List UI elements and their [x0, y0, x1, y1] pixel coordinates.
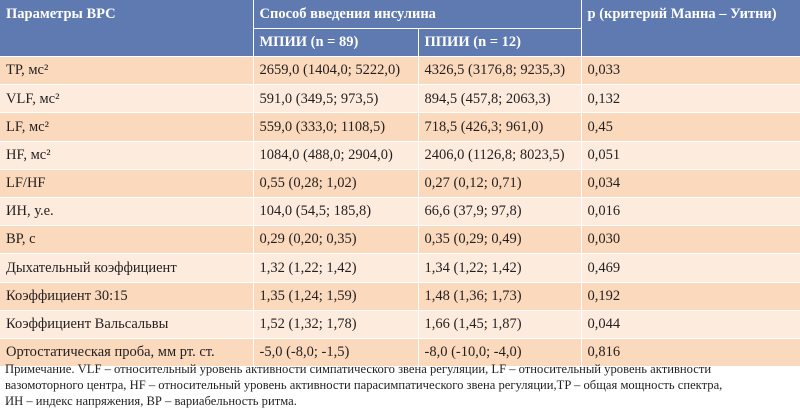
cell-ppii: 894,5 (457,8; 2063,3) — [418, 84, 582, 114]
cell-p-value: 0,051 — [581, 141, 800, 170]
cell-ppii: 66,6 (37,9; 97,8) — [418, 197, 582, 227]
cell-mpii: 591,0 (349,5; 973,5) — [253, 84, 419, 114]
cell-mpii: 1,52 (1,32; 1,78) — [253, 310, 419, 339]
table-row: Дыхательный коэффициент 1,32 (1,22; 1,42)… — [0, 253, 800, 283]
cell-p-value: 0,192 — [581, 282, 800, 311]
cell-mpii: 1,35 (1,24; 1,59) — [253, 282, 419, 311]
cell-parameter: ИН, у.е. — [0, 197, 254, 227]
table-row: Ортостатическая проба, мм рт. ст. -5,0 (-… — [0, 338, 800, 368]
note-line: вазомоторного центра, HF – относительный… — [5, 378, 723, 392]
cell-mpii: 1,32 (1,22; 1,42) — [253, 253, 419, 283]
table-row: Коэффициент 30:15 1,35 (1,24; 1,59) 1,48 (… — [0, 282, 800, 311]
cell-p-value: 0,45 — [581, 112, 800, 142]
note-line: Примечание. VLF – относительный уровень … — [5, 362, 712, 376]
cell-mpii: 1084,0 (488,0; 2904,0) — [253, 141, 419, 170]
cell-ppii: 4326,5 (3176,8; 9235,3) — [418, 56, 582, 86]
hrv-table: Параметры ВРС Способ введения инсулина p… — [0, 0, 800, 368]
header-p-value: p (критерий Манна – Уитни) — [581, 0, 800, 57]
cell-ppii: -8,0 (-10,0; -4,0) — [418, 338, 582, 368]
cell-ppii: 0,27 (0,12; 0,71) — [418, 169, 582, 198]
cell-mpii: 2659,0 (1404,0; 5222,0) — [253, 56, 419, 86]
table-row: LF, мс² 559,0 (333,0; 1108,5) 718,5 (426,3… — [0, 112, 800, 142]
table-row: LF/HF 0,55 (0,28; 1,02) 0,27 (0,12; 0,71) 0… — [0, 169, 800, 198]
table-row: VLF, мс² 591,0 (349,5; 973,5) 894,5 (457,8… — [0, 84, 800, 114]
cell-mpii: 559,0 (333,0; 1108,5) — [253, 112, 419, 142]
cell-parameter: Коэффициент 30:15 — [0, 282, 254, 311]
cell-parameter: VLF, мс² — [0, 84, 254, 114]
cell-p-value: 0,034 — [581, 169, 800, 198]
table-note: Примечание. VLF – относительный уровень … — [5, 361, 797, 409]
cell-ppii: 0,35 (0,29; 0,49) — [418, 225, 582, 255]
cell-parameter: Дыхательный коэффициент — [0, 253, 254, 283]
cell-p-value: 0,132 — [581, 84, 800, 114]
cell-parameter: Ортостатическая проба, мм рт. ст. — [0, 338, 254, 368]
cell-mpii: -5,0 (-8,0; -1,5) — [253, 338, 419, 368]
cell-p-value: 0,016 — [581, 197, 800, 227]
header-param: Параметры ВРС — [0, 0, 254, 57]
table-header: Параметры ВРС Способ введения инсулина p… — [0, 0, 800, 57]
cell-mpii: 0,29 (0,20; 0,35) — [253, 225, 419, 255]
cell-parameter: LF/HF — [0, 169, 254, 198]
cell-parameter: HF, мс² — [0, 141, 254, 170]
cell-parameter: ТР, мс² — [0, 56, 254, 86]
table-row: ТР, мс² 2659,0 (1404,0; 5222,0) 4326,5 (31… — [0, 56, 800, 86]
cell-mpii: 0,55 (0,28; 1,02) — [253, 169, 419, 198]
cell-parameter: ВР, с — [0, 225, 254, 255]
cell-p-value: 0,816 — [581, 338, 800, 368]
table-row: HF, мс² 1084,0 (488,0; 2904,0) 2406,0 (112… — [0, 141, 800, 170]
cell-p-value: 0,469 — [581, 253, 800, 283]
cell-ppii: 1,66 (1,45; 1,87) — [418, 310, 582, 339]
cell-ppii: 2406,0 (1126,8; 8023,5) — [418, 141, 582, 170]
header-method-group: Способ введения инсулина — [253, 0, 582, 29]
cell-p-value: 0,030 — [581, 225, 800, 255]
table-row: Коэффициент Вальсальвы 1,52 (1,32; 1,78) 1… — [0, 310, 800, 339]
cell-ppii: 718,5 (426,3; 961,0) — [418, 112, 582, 142]
note-line: ИН – индекс напряжения, ВР – вариабельно… — [5, 394, 297, 408]
table-body: ТР, мс² 2659,0 (1404,0; 5222,0) 4326,5 (31… — [0, 56, 800, 368]
header-mpii: МПИИ (n = 89) — [253, 28, 419, 57]
cell-ppii: 1,34 (1,22; 1,42) — [418, 253, 582, 283]
cell-parameter: Коэффициент Вальсальвы — [0, 310, 254, 339]
cell-parameter: LF, мс² — [0, 112, 254, 142]
header-ppii: ППИИ (n = 12) — [418, 28, 581, 57]
table-row: ВР, с 0,29 (0,20; 0,35) 0,35 (0,29; 0,49) 0… — [0, 225, 800, 255]
cell-mpii: 104,0 (54,5; 185,8) — [253, 197, 419, 227]
table-row: ИН, у.е. 104,0 (54,5; 185,8) 66,6 (37,9; 9… — [0, 197, 800, 227]
cell-ppii: 1,48 (1,36; 1,73) — [418, 282, 582, 311]
cell-p-value: 0,044 — [581, 310, 800, 339]
cell-p-value: 0,033 — [581, 56, 800, 86]
